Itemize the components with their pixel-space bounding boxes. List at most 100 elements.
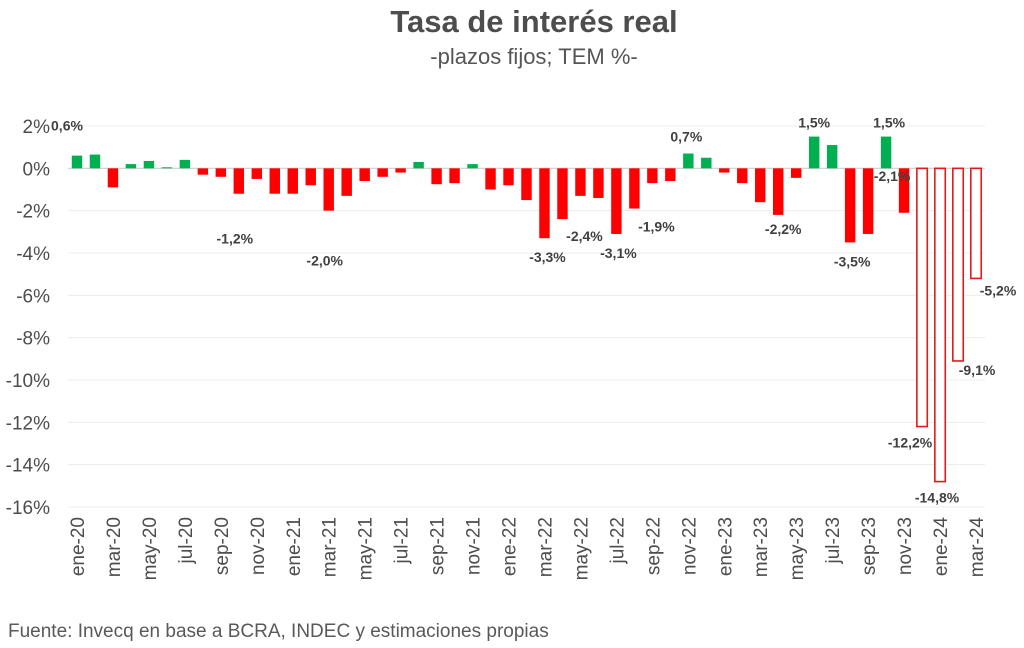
- data-label: 0,6%: [51, 118, 83, 134]
- chart-subtitle: -plazos fijos; TEM %-: [430, 44, 638, 69]
- bar-jun-21: [377, 168, 388, 177]
- x-tick-label: nov-23: [895, 517, 916, 575]
- bar-sep-20: [215, 168, 227, 177]
- y-tick-label: -4%: [16, 244, 50, 265]
- data-label: -2,4%: [566, 228, 603, 244]
- y-tick-label: -8%: [16, 329, 50, 350]
- bar-mar-21: [323, 168, 334, 211]
- x-tick-label: ene-24: [931, 517, 952, 577]
- x-tick-label: sep-20: [212, 517, 233, 575]
- y-tick-label: 2%: [23, 117, 51, 138]
- bar-mar-20: [107, 168, 119, 188]
- bar-feb-22: [521, 168, 532, 201]
- data-label: -12,2%: [888, 435, 933, 451]
- bar-may-23: [790, 168, 802, 178]
- x-tick-label: ene-22: [500, 517, 521, 576]
- bar-oct-22: [665, 168, 676, 182]
- bar-ene-22: [503, 168, 514, 186]
- bar-ene-24: [934, 167, 947, 483]
- x-tick-label: jul-23: [823, 517, 844, 564]
- bar-jun-22: [593, 168, 604, 198]
- bar-feb-21: [305, 168, 316, 186]
- data-label: 0,7%: [670, 129, 702, 145]
- bar-ene-21: [287, 168, 298, 194]
- data-label: -3,1%: [600, 245, 637, 261]
- bar-dic-22: [701, 157, 712, 169]
- bar-sep-23: [862, 168, 874, 234]
- y-tick-label: -10%: [6, 371, 50, 392]
- bar-jun-20: [161, 167, 173, 169]
- x-tick-label: sep-23: [859, 517, 880, 575]
- x-tick-label: nov-21: [464, 517, 485, 575]
- x-tick-label: jul-20: [176, 517, 197, 564]
- bar-abr-21: [341, 168, 352, 196]
- bar-dic-21: [485, 168, 496, 190]
- bar-mar-23: [755, 168, 766, 203]
- data-label: -2,1%: [874, 168, 911, 184]
- bar-jul-20: [179, 159, 191, 169]
- bar-nov-20: [251, 168, 263, 179]
- data-label: -5,2%: [980, 282, 1017, 298]
- bar-may-22: [575, 168, 586, 196]
- y-tick-label: -2%: [16, 202, 50, 223]
- bar-feb-20: [89, 154, 101, 169]
- bar-jul-21: [395, 168, 406, 173]
- bar-jul-23: [826, 145, 838, 169]
- bar-nov-23: [898, 168, 910, 213]
- bar-jun-23: [808, 136, 820, 169]
- bar-abr-22: [557, 168, 568, 220]
- bar-sep-22: [647, 168, 658, 184]
- data-label: 1,5%: [798, 115, 830, 131]
- bar-ago-23: [844, 168, 856, 243]
- bar-ene-23: [719, 168, 730, 173]
- bar-oct-21: [449, 168, 460, 184]
- data-label: -3,5%: [834, 253, 871, 269]
- x-tick-label: sep-22: [643, 517, 664, 575]
- bar-ene-20: [71, 155, 83, 169]
- bar-sep-21: [431, 168, 442, 185]
- bar-oct-20: [233, 168, 245, 194]
- bar-feb-24: [952, 167, 965, 362]
- x-tick-label: mar-20: [104, 517, 125, 577]
- y-tick-label: 0%: [23, 159, 51, 180]
- x-tick-label: may-20: [140, 517, 161, 580]
- data-label: -9,1%: [959, 362, 996, 378]
- bar-jul-22: [611, 168, 622, 234]
- chart-title: Tasa de interés real: [390, 4, 678, 39]
- data-label: -2,0%: [306, 253, 343, 269]
- bar-nov-21: [467, 164, 478, 169]
- data-label: -14,8%: [915, 490, 960, 506]
- data-label: -3,3%: [529, 249, 566, 265]
- bar-ago-21: [413, 161, 424, 169]
- bar-dic-20: [269, 168, 280, 194]
- bar-may-20: [143, 160, 155, 169]
- x-tick-label: nov-20: [248, 517, 269, 575]
- bar-feb-23: [737, 168, 748, 184]
- x-tick-label: ene-20: [68, 517, 89, 576]
- y-tick-label: -12%: [6, 413, 50, 434]
- y-tick-label: -14%: [6, 456, 50, 477]
- x-tick-label: mar-24: [967, 517, 988, 578]
- x-tick-label: mar-22: [535, 517, 556, 577]
- bar-may-21: [359, 168, 370, 182]
- bar-ago-20: [197, 168, 209, 175]
- bar-nov-22: [683, 153, 694, 169]
- data-label: -2,2%: [765, 221, 802, 237]
- x-tick-label: may-23: [787, 517, 808, 580]
- data-label: 1,5%: [873, 115, 905, 131]
- x-tick-label: ene-23: [715, 517, 736, 576]
- bar-mar-22: [539, 168, 550, 239]
- y-tick-label: -6%: [16, 286, 50, 307]
- bar-ago-22: [629, 168, 640, 209]
- x-tick-label: may-21: [356, 517, 377, 580]
- x-tick-label: mar-23: [751, 517, 772, 577]
- x-tick-label: jul-22: [607, 517, 628, 564]
- bar-abr-23: [773, 168, 784, 215]
- data-label: -1,9%: [638, 219, 675, 235]
- source-note: Fuente: Invecq en base a BCRA, INDEC y e…: [8, 621, 549, 642]
- data-label: -1,2%: [217, 231, 254, 247]
- x-tick-label: sep-21: [428, 517, 449, 575]
- bar-oct-23: [880, 136, 892, 169]
- x-tick-label: nov-22: [679, 517, 700, 575]
